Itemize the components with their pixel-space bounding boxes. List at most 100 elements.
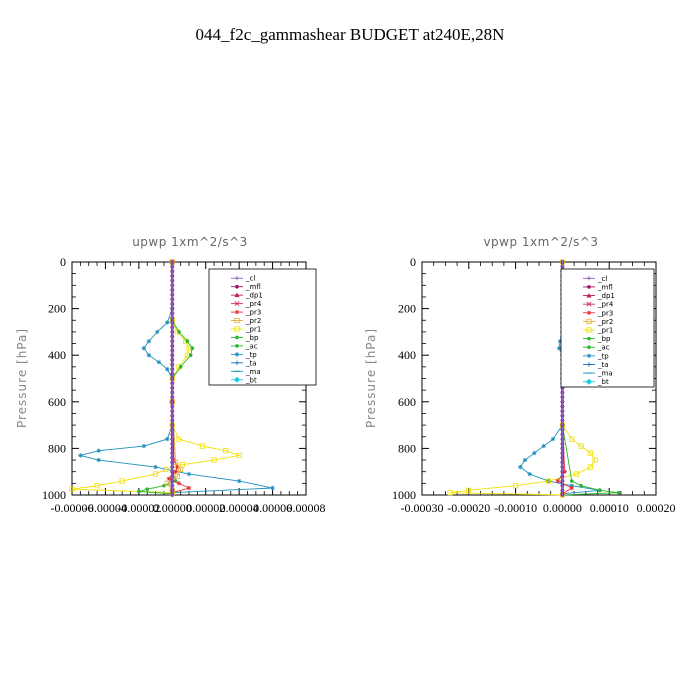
- data-point-cl: [170, 311, 175, 316]
- data-point-pr1: [573, 471, 580, 477]
- data-point-cl: [170, 259, 175, 265]
- legend-label: _pr1: [245, 326, 261, 334]
- data-point-tp: [141, 443, 147, 449]
- data-point-ac: [616, 490, 621, 495]
- legend-label: _tp: [597, 352, 609, 360]
- legend-marker: [586, 276, 592, 281]
- data-point-tp: [550, 436, 556, 442]
- x-tick-label: -0.00020: [447, 501, 490, 515]
- legend-label: _ma: [597, 370, 613, 378]
- legend-box: [208, 268, 317, 386]
- legend-label: _ma: [245, 368, 261, 376]
- data-point-tp: [270, 485, 275, 491]
- data-point-pr2: [178, 466, 184, 472]
- data-point-ac: [137, 489, 141, 494]
- legend-marker: [234, 360, 240, 366]
- data-point-tp: [522, 457, 528, 463]
- y-tick-label: 0: [60, 255, 66, 269]
- data-point-cl: [170, 292, 175, 297]
- x-tick-label: 0.00000: [543, 501, 582, 515]
- data-point-pr3: [562, 469, 567, 474]
- data-point-pr1: [545, 478, 551, 484]
- data-point-cl: [170, 469, 175, 474]
- legend-label: _pr2: [245, 317, 261, 325]
- data-point-cl: [170, 320, 175, 325]
- y-axis-label-upwp: Pressure [hPa]: [15, 328, 29, 428]
- data-point-tp: [532, 450, 537, 456]
- data-point-tp: [186, 471, 192, 477]
- data-point-cl: [170, 264, 175, 269]
- data-point-cl: [170, 422, 175, 428]
- legend-marker: [587, 285, 591, 289]
- data-point-cl: [170, 362, 175, 367]
- x-tick-label: -0.00006: [51, 501, 94, 515]
- y-tick-label: 1000: [42, 488, 66, 502]
- legend-label: _ac: [245, 342, 258, 350]
- data-point-pr1: [513, 483, 519, 489]
- data-point-cl: [170, 488, 175, 493]
- data-point-pr1: [176, 436, 182, 442]
- data-point-tp: [527, 471, 532, 477]
- data-point-cl: [560, 413, 565, 418]
- data-point-cl: [170, 399, 175, 404]
- data-point-cl: [560, 469, 565, 474]
- series-line-pr1: [450, 262, 596, 496]
- data-point-cl: [170, 339, 175, 344]
- y-tick-label: 600: [398, 395, 416, 409]
- data-point-cl: [170, 283, 175, 288]
- data-point-ac: [178, 365, 183, 369]
- data-point-cl: [170, 357, 175, 363]
- data-point-cl: [170, 436, 175, 442]
- data-point-pr1: [94, 483, 100, 489]
- data-point-cl: [170, 380, 175, 386]
- data-point-tp: [78, 453, 83, 458]
- data-point-cl: [170, 427, 175, 432]
- data-point-cl: [170, 371, 175, 377]
- x-tick-label: -0.00030: [401, 501, 444, 515]
- ticks-upwp: 0 200 400 600 800 1000-0.00006-0.00004-0.0000…: [42, 255, 326, 515]
- data-point-pr1: [236, 452, 242, 458]
- data-point-cl: [170, 450, 175, 456]
- data-point-cl: [170, 418, 175, 423]
- x-tick-label: 0.00020: [637, 501, 676, 515]
- data-point-cl: [560, 427, 565, 432]
- x-tick-label: -0.00002: [117, 501, 160, 515]
- legend-box: [560, 268, 655, 388]
- y-tick-label: 800: [398, 441, 416, 455]
- legend-marker: [234, 326, 240, 332]
- data-point-cl: [170, 325, 175, 330]
- data-point-cl: [170, 273, 175, 279]
- data-point-tp: [165, 366, 170, 372]
- legend-label: _bp: [245, 334, 259, 342]
- data-point-cl: [170, 343, 175, 349]
- data-point-pr1: [587, 464, 594, 470]
- data-point-cl: [170, 455, 175, 460]
- legend-label: _pr1: [597, 327, 613, 335]
- x-tick-label: 0.00006: [253, 501, 292, 515]
- data-point-cl: [560, 474, 565, 479]
- data-point-pr1: [199, 443, 205, 449]
- legend-label: _pr2: [597, 318, 613, 326]
- data-point-cl: [170, 376, 175, 381]
- data-point-cl: [170, 329, 175, 335]
- legend-marker: [586, 362, 592, 367]
- ticks-vpwp: 0 200 400 600 800 1000-0.00030 -0.00020 -0.0001…: [392, 255, 676, 515]
- data-point-cl: [560, 446, 565, 451]
- data-point-tp: [556, 346, 562, 351]
- x-tick-label: 0.00008: [287, 501, 326, 515]
- data-point-cl: [170, 348, 175, 353]
- legend-marker: [587, 345, 591, 350]
- data-point-pr1: [447, 490, 453, 496]
- legend-label: _pr4: [597, 301, 614, 309]
- data-point-tp: [146, 339, 152, 344]
- data-point-cl: [560, 418, 565, 423]
- data-point-pr3: [555, 478, 560, 484]
- x-tick-label: 0.00000: [153, 501, 192, 515]
- data-point-cl: [170, 297, 175, 302]
- legend-marker: [234, 376, 240, 383]
- panel-title-vpwp: vpwp 1xm^2/s^3: [483, 235, 598, 249]
- data-point-tp: [557, 339, 563, 344]
- legend-marker: [234, 309, 240, 315]
- legend-label: _pr4: [245, 300, 262, 308]
